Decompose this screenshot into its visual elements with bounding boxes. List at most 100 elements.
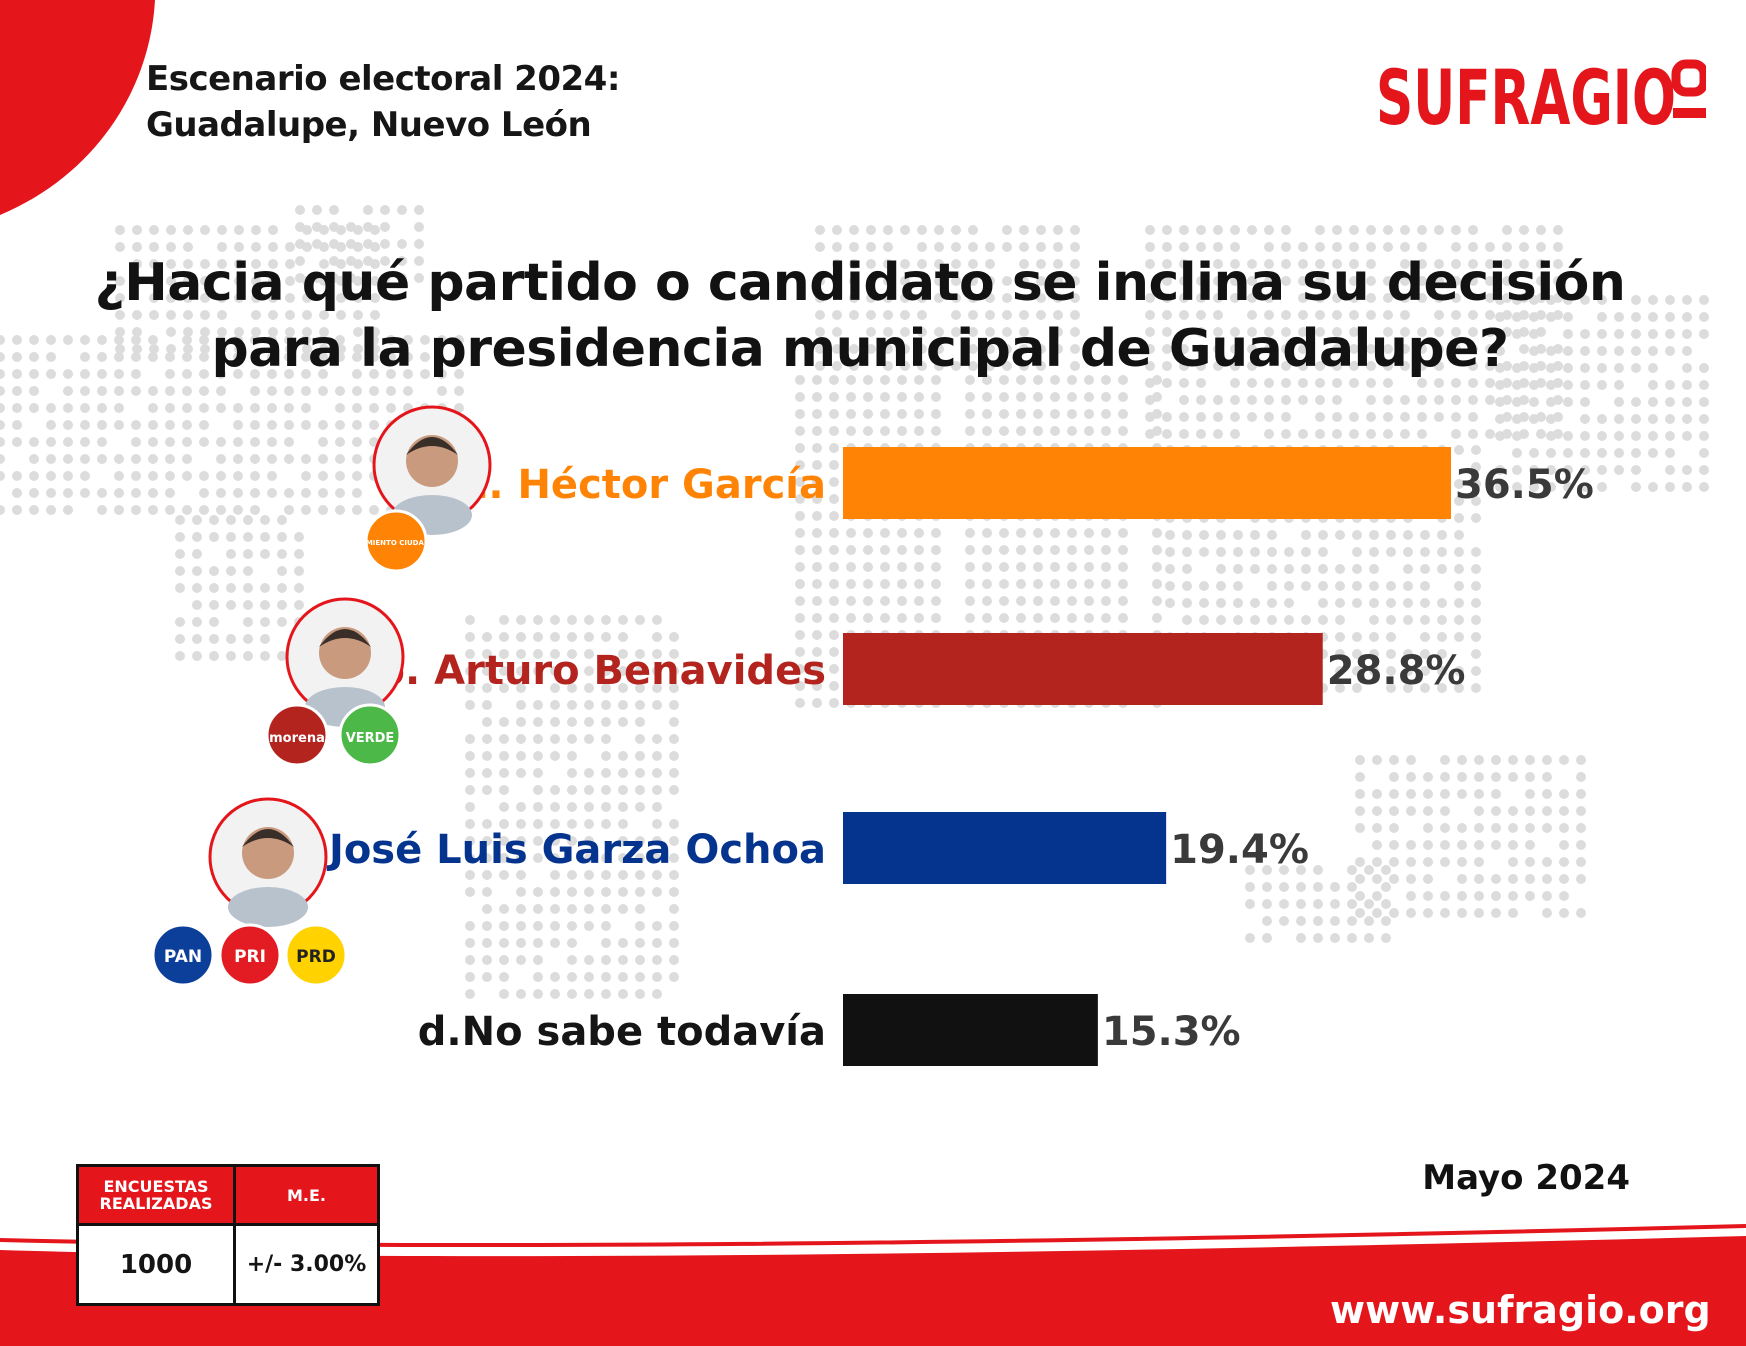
map-dot xyxy=(1699,363,1709,373)
map-dot xyxy=(1437,598,1447,608)
map-dot xyxy=(319,310,329,320)
map-dot xyxy=(1264,276,1274,286)
website-link[interactable]: www.sufragio.org xyxy=(1330,1288,1711,1332)
map-dot xyxy=(635,904,645,914)
map-dot xyxy=(1597,380,1607,390)
map-dot xyxy=(465,938,475,948)
map-dot xyxy=(1546,431,1556,441)
map-dot xyxy=(897,426,907,436)
map-dot xyxy=(917,242,927,252)
map-dot xyxy=(1383,225,1393,235)
map-dot xyxy=(1454,547,1464,557)
map-dot xyxy=(1053,327,1063,337)
map-dot xyxy=(1101,409,1111,419)
map-dot xyxy=(999,579,1009,589)
map-dot xyxy=(251,327,261,337)
map-dot xyxy=(1002,310,1012,320)
map-dot xyxy=(217,225,227,235)
map-dot xyxy=(516,819,526,829)
map-dot xyxy=(1067,613,1077,623)
map-dot xyxy=(192,532,202,542)
map-dot xyxy=(346,256,356,266)
map-dot xyxy=(533,734,543,744)
map-dot xyxy=(812,596,822,606)
map-dot xyxy=(601,972,611,982)
map-dot xyxy=(1474,840,1484,850)
map-dot xyxy=(260,651,270,661)
map-dot xyxy=(499,734,509,744)
map-dot xyxy=(652,938,662,948)
map-dot xyxy=(550,734,560,744)
map-dot xyxy=(1298,259,1308,269)
map-dot xyxy=(1614,448,1624,458)
map-dot xyxy=(1451,242,1461,252)
map-dot xyxy=(1525,755,1535,765)
map-dot xyxy=(1563,295,1573,305)
map-dot xyxy=(329,273,339,283)
map-dot xyxy=(1502,225,1512,235)
map-dot xyxy=(1451,259,1461,269)
map-dot xyxy=(1468,395,1478,405)
map-dot xyxy=(1519,259,1529,269)
map-dot xyxy=(285,327,295,337)
map-dot xyxy=(335,505,345,515)
map-dot xyxy=(601,870,611,880)
map-dot xyxy=(849,293,859,303)
map-dot xyxy=(1529,380,1539,390)
map-dot xyxy=(1196,293,1206,303)
map-dot xyxy=(80,386,90,396)
map-dot xyxy=(1665,431,1675,441)
map-dot xyxy=(29,505,39,515)
map-dot xyxy=(1512,312,1522,322)
map-dot xyxy=(1352,598,1362,608)
map-dot xyxy=(999,562,1009,572)
map-dot xyxy=(1313,916,1323,926)
map-dot xyxy=(1699,295,1709,305)
map-dot xyxy=(12,335,22,345)
map-dot xyxy=(115,242,125,252)
map-dot xyxy=(1546,414,1556,424)
map-dot xyxy=(192,515,202,525)
map-dot xyxy=(795,681,805,691)
map-dot xyxy=(251,293,261,303)
map-dot xyxy=(635,802,645,812)
map-dot xyxy=(863,426,873,436)
map-dot xyxy=(1440,806,1450,816)
map-dot xyxy=(1165,564,1175,574)
map-dot xyxy=(1315,412,1325,422)
map-dot xyxy=(985,293,995,303)
map-dot xyxy=(1332,395,1342,405)
bottom-swoosh xyxy=(0,1236,1746,1346)
map-dot xyxy=(1281,344,1291,354)
map-dot xyxy=(1580,363,1590,373)
map-dot xyxy=(1247,344,1257,354)
candidate-photo-1 xyxy=(372,405,492,535)
map-dot xyxy=(931,613,941,623)
map-dot xyxy=(302,327,312,337)
map-dot xyxy=(386,352,396,362)
map-dot xyxy=(499,666,509,676)
map-dot xyxy=(618,989,628,999)
map-dot xyxy=(1230,412,1240,422)
map-dot xyxy=(849,344,859,354)
map-dot xyxy=(1053,276,1063,286)
map-dot xyxy=(0,386,5,396)
map-dot xyxy=(1364,933,1374,943)
map-dot xyxy=(1247,395,1257,405)
map-dot xyxy=(226,549,236,559)
map-dot xyxy=(1386,683,1396,693)
map-dot xyxy=(1529,482,1539,492)
map-dot xyxy=(1471,598,1481,608)
map-dot xyxy=(829,681,839,691)
map-dot xyxy=(1597,465,1607,475)
map-dot xyxy=(192,600,202,610)
map-dot xyxy=(1381,865,1391,875)
map-dot xyxy=(175,532,185,542)
map-dot xyxy=(319,259,329,269)
map-dot xyxy=(12,420,22,430)
morena-logo: morena xyxy=(265,703,329,767)
map-dot xyxy=(295,256,305,266)
map-dot xyxy=(550,700,560,710)
map-dot xyxy=(260,515,270,525)
map-dot xyxy=(1553,225,1563,235)
